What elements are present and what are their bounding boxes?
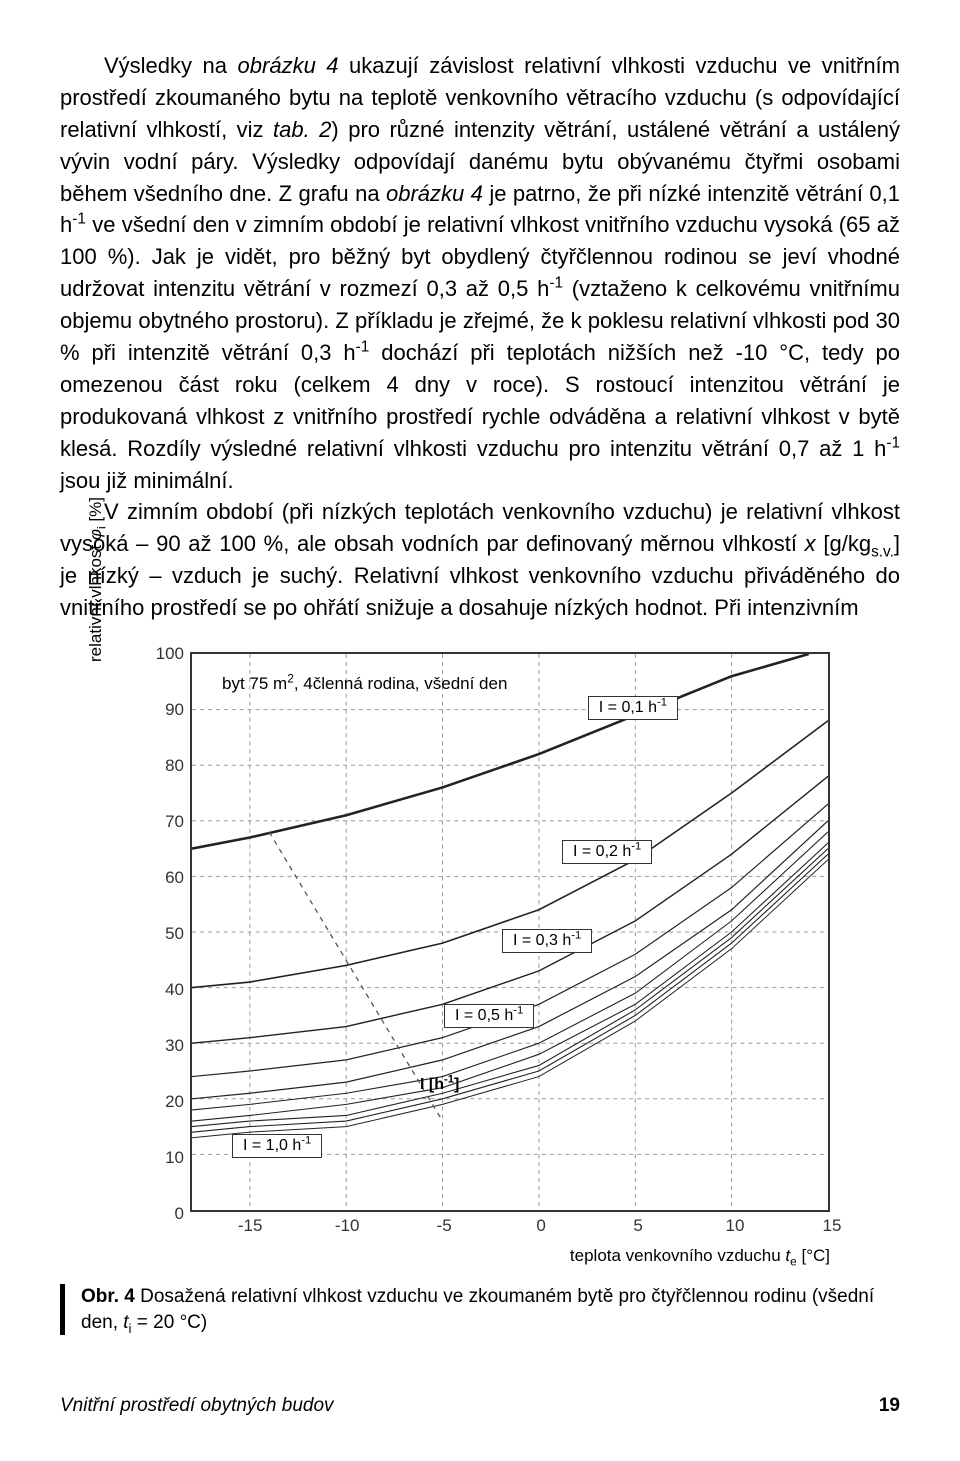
series-label-0.1: I = 0,1 h-1: [588, 696, 678, 720]
xtick-label: 5: [633, 1210, 642, 1236]
p1-sup3: -1: [356, 339, 370, 356]
body-text: Výsledky na obrázku 4 ukazují závislost …: [60, 50, 900, 624]
caption-bar: [60, 1284, 65, 1335]
p2-sym: x: [805, 531, 816, 556]
p1-sup1: -1: [72, 211, 86, 228]
ytick-label: 60: [165, 868, 192, 888]
p2-a: V zimním období (při nízkých teplotách v…: [60, 499, 900, 556]
xtick-label: -10: [335, 1210, 360, 1236]
xtick-label: -15: [238, 1210, 263, 1236]
p1-ref3: obrázku 4: [386, 181, 483, 206]
p1-ref1: obrázku 4: [238, 53, 339, 78]
p2-unit-sub: s.v.: [871, 544, 894, 561]
xtick-label: -5: [437, 1210, 452, 1236]
ytick-label: 50: [165, 924, 192, 944]
paragraph-2: V zimním období (při nízkých teplotách v…: [60, 496, 900, 624]
ytick-label: 10: [165, 1148, 192, 1168]
footer-section: Vnitřní prostředí obytných budov: [60, 1395, 334, 1417]
ytick-label: 70: [165, 812, 192, 832]
p2-b: je nízký – vzduch je suchý. Relativní vl…: [60, 563, 900, 620]
chart-inner-title: byt 75 m2, 4členná rodina, všední den: [222, 674, 507, 694]
figure-4: relativní vlhkost φi [%] byt 75 m2, 4čle…: [60, 652, 900, 1335]
p1-sup2: -1: [549, 275, 563, 292]
ytick-label: 100: [156, 644, 192, 664]
series-curve: [192, 854, 828, 1132]
p1-h: jsou již minimální.: [60, 468, 234, 493]
xtick-label: 15: [823, 1210, 842, 1236]
figure-caption: Obr. 4 Dosažená relativní vlhkost vzduch…: [60, 1284, 900, 1335]
chart-container: relativní vlhkost φi [%] byt 75 m2, 4čle…: [110, 652, 850, 1266]
xtick-label: 0: [536, 1210, 545, 1236]
caption-label: Obr. 4: [81, 1286, 135, 1307]
paragraph-1: Výsledky na obrázku 4 ukazují závislost …: [60, 50, 900, 496]
footer-page-number: 19: [879, 1395, 900, 1417]
series-label-0.5: I = 0,5 h-1: [444, 1004, 534, 1028]
ytick-label: 20: [165, 1092, 192, 1112]
series-label-0.3: I = 0,3 h-1: [502, 929, 592, 953]
plot-area: byt 75 m2, 4členná rodina, všední den I …: [190, 652, 830, 1212]
page-footer: Vnitřní prostředí obytných budov 19: [60, 1395, 900, 1417]
ytick-label: 40: [165, 980, 192, 1000]
x-axis-label: teplota venkovního vzduchu te [°C]: [110, 1246, 850, 1266]
series-curve: [192, 832, 828, 1110]
p1-ref2: tab. 2: [273, 117, 331, 142]
ytick-label: 30: [165, 1036, 192, 1056]
series-curve: [192, 860, 828, 1138]
p1-a: Výsledky na: [104, 53, 238, 78]
p1-sup4: -1: [886, 434, 900, 451]
series-label-0.2: I = 0,2 h-1: [562, 840, 652, 864]
y-axis-label: relativní vlhkost φi [%]: [86, 497, 106, 662]
caption-text: Obr. 4 Dosažená relativní vlhkost vzduch…: [81, 1284, 900, 1335]
legend-I: I [h-1]: [420, 1076, 459, 1094]
series-curve: [192, 821, 828, 1099]
series-label-1.0: I = 1,0 h-1: [232, 1134, 322, 1158]
p2-unit-pre: [g/kg: [816, 531, 871, 556]
ytick-label: 90: [165, 700, 192, 720]
ytick-label: 0: [175, 1204, 192, 1224]
p2-unit-post: ]: [894, 531, 900, 556]
ytick-label: 80: [165, 756, 192, 776]
xtick-label: 10: [726, 1210, 745, 1236]
